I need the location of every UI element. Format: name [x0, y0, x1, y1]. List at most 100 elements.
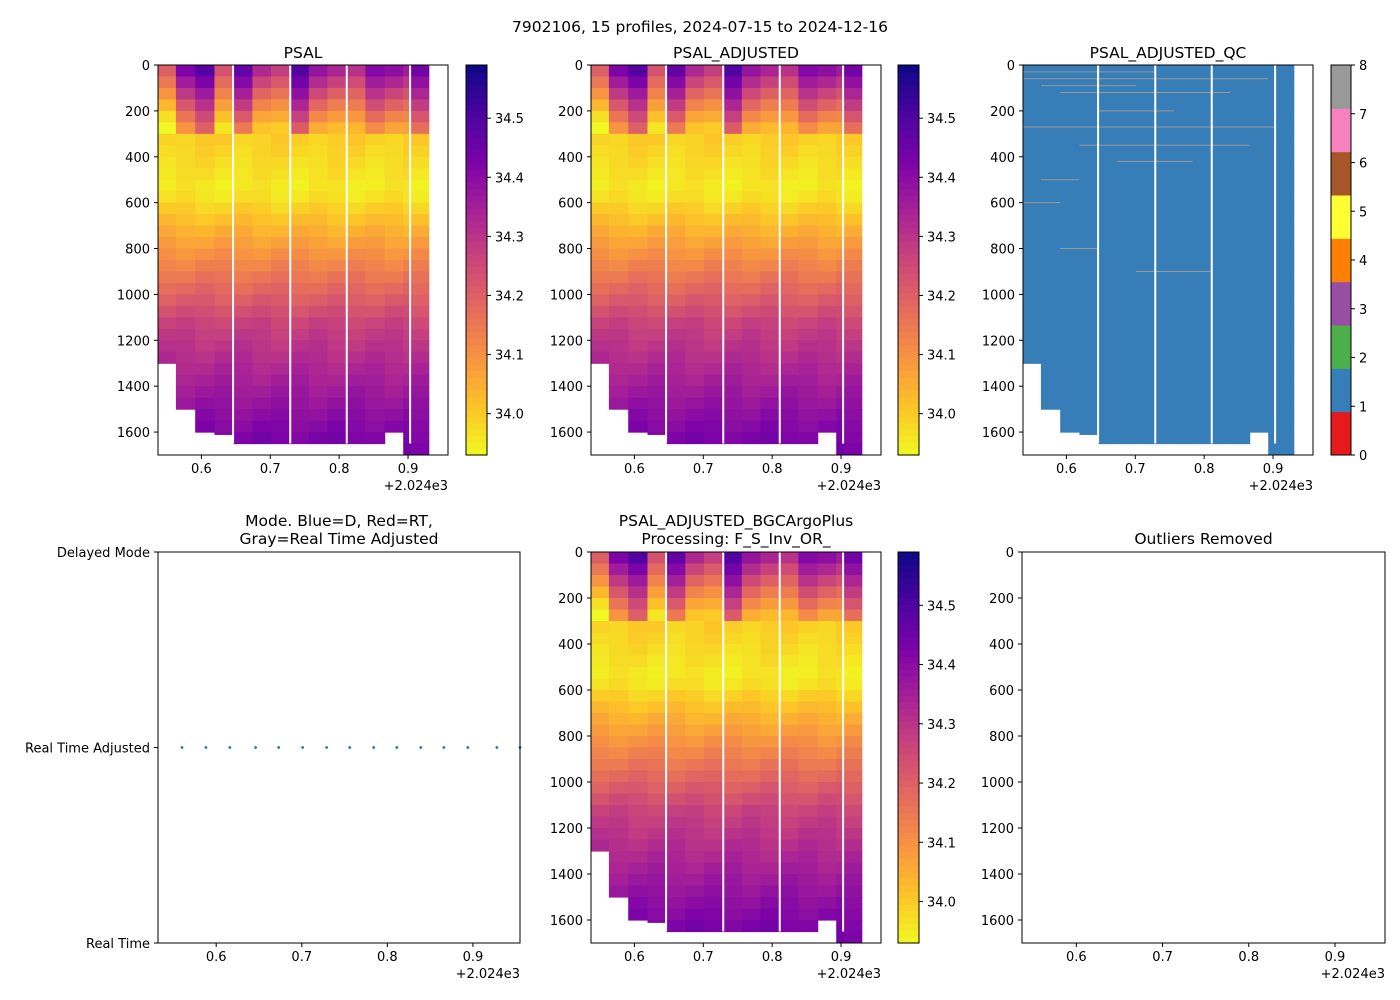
- heatmap-cell: [647, 191, 667, 204]
- heatmap-cell: [175, 65, 196, 78]
- heatmap-cell: [214, 397, 234, 410]
- colorbar-segment: [898, 416, 919, 424]
- heatmap-cell: [608, 260, 629, 273]
- colorbar-segment: [898, 858, 919, 866]
- heatmap-cell: [214, 260, 234, 273]
- heatmap-cell: [817, 874, 837, 887]
- colorbar-tick-label: 34.2: [495, 289, 524, 304]
- heatmap-cell: [410, 76, 430, 89]
- heatmap-cell: [1211, 282, 1231, 296]
- heatmap-cell: [158, 214, 177, 227]
- heatmap-cell: [591, 271, 610, 284]
- y-tick-label: 1600: [981, 914, 1014, 929]
- colorbar-segment: [466, 84, 487, 92]
- heatmap-cell: [685, 202, 705, 215]
- heatmap-cell: [1060, 65, 1081, 78]
- heatmap-cell: [365, 260, 386, 273]
- heatmap-cell: [608, 305, 629, 318]
- heatmap-cell: [836, 805, 844, 818]
- heatmap-cell: [817, 225, 837, 238]
- colorbar-segment: [898, 688, 919, 696]
- heatmap-cell: [608, 805, 629, 818]
- heatmap-cell: [252, 432, 272, 445]
- heatmap-cell: [1173, 156, 1194, 169]
- heatmap-cell: [628, 805, 649, 818]
- heatmap-cell: [741, 908, 762, 921]
- y-tick-label: 400: [990, 151, 1015, 166]
- heatmap-cell: [346, 225, 366, 238]
- heatmap-cell: [647, 586, 667, 599]
- heatmap-cell: [779, 76, 799, 89]
- heatmap-cell: [685, 770, 705, 783]
- heatmap-cell: [1192, 374, 1213, 387]
- heatmap-cell: [628, 110, 649, 123]
- heatmap-cell: [741, 248, 762, 261]
- heatmap-cell: [647, 179, 667, 192]
- heatmap-cell: [798, 99, 819, 112]
- heatmap-cell: [365, 317, 386, 330]
- heatmap-cell: [608, 655, 629, 668]
- heatmap-cell: [741, 432, 762, 445]
- x-offset-label: +2.024e3: [456, 967, 520, 982]
- heatmap-cell: [252, 133, 272, 146]
- y-category-label: Real Time Adjusted: [25, 742, 150, 757]
- heatmap-cell: [270, 122, 291, 135]
- heatmap-cell: [760, 701, 781, 714]
- heatmap-cell: [270, 340, 291, 353]
- heatmap-cell: [685, 701, 705, 714]
- heatmap-cell: [760, 713, 781, 726]
- heatmap-cell: [1249, 409, 1269, 422]
- heatmap-cell: [1230, 99, 1251, 112]
- heatmap-cell: [723, 908, 743, 921]
- heatmap-cell: [666, 874, 686, 887]
- heatmap-cell: [843, 248, 863, 261]
- heatmap-cell: [817, 248, 837, 261]
- heatmap-cell: [1117, 202, 1137, 215]
- heatmap-cell: [214, 340, 234, 353]
- y-tick-label: 600: [558, 197, 583, 212]
- heatmap-cell: [760, 839, 781, 852]
- heatmap-cell: [410, 294, 430, 307]
- heatmap-cell: [843, 65, 863, 78]
- heatmap-cell: [290, 374, 310, 387]
- heatmap-cell: [843, 340, 863, 353]
- heatmap-cell: [233, 420, 253, 433]
- heatmap-cell: [1211, 294, 1231, 307]
- heatmap-cell: [591, 759, 610, 772]
- heatmap-cell: [741, 713, 762, 726]
- heatmap-cell: [843, 759, 863, 772]
- heatmap-cell: [270, 397, 291, 410]
- heatmap-cell: [608, 632, 629, 645]
- heatmap-cell: [1230, 237, 1251, 250]
- heatmap-cell: [1249, 294, 1269, 307]
- heatmap-cell: [1117, 145, 1137, 158]
- heatmap-cell: [1211, 65, 1231, 78]
- colorbar-segment: [898, 110, 919, 118]
- heatmap-cell: [779, 839, 799, 852]
- heatmap-cell: [1155, 168, 1175, 181]
- heatmap-cell: [647, 328, 667, 341]
- heatmap-cell: [703, 420, 724, 433]
- heatmap-cell: [1079, 168, 1099, 181]
- heatmap-cell: [836, 409, 844, 422]
- heatmap-cell: [195, 271, 216, 284]
- heatmap-cell: [666, 225, 686, 238]
- heatmap-cell: [741, 294, 762, 307]
- heatmap-cell: [346, 214, 366, 227]
- heatmap-cell: [798, 575, 819, 588]
- heatmap-cell: [836, 839, 844, 852]
- heatmap-cell: [798, 805, 819, 818]
- heatmap-cell: [365, 110, 386, 123]
- heatmap-cell: [798, 294, 819, 307]
- heatmap-cell: [175, 397, 196, 410]
- heatmap-cell: [1079, 374, 1099, 387]
- heatmap-cell: [628, 655, 649, 668]
- heatmap-cell: [195, 409, 216, 422]
- heatmap-cell: [843, 736, 863, 749]
- heatmap-cell: [214, 202, 234, 215]
- heatmap-cell: [760, 409, 781, 422]
- heatmap-cell: [843, 782, 863, 795]
- heatmap-cell: [798, 897, 819, 910]
- colorbar-segment: [466, 78, 487, 86]
- heatmap-cell: [195, 420, 216, 433]
